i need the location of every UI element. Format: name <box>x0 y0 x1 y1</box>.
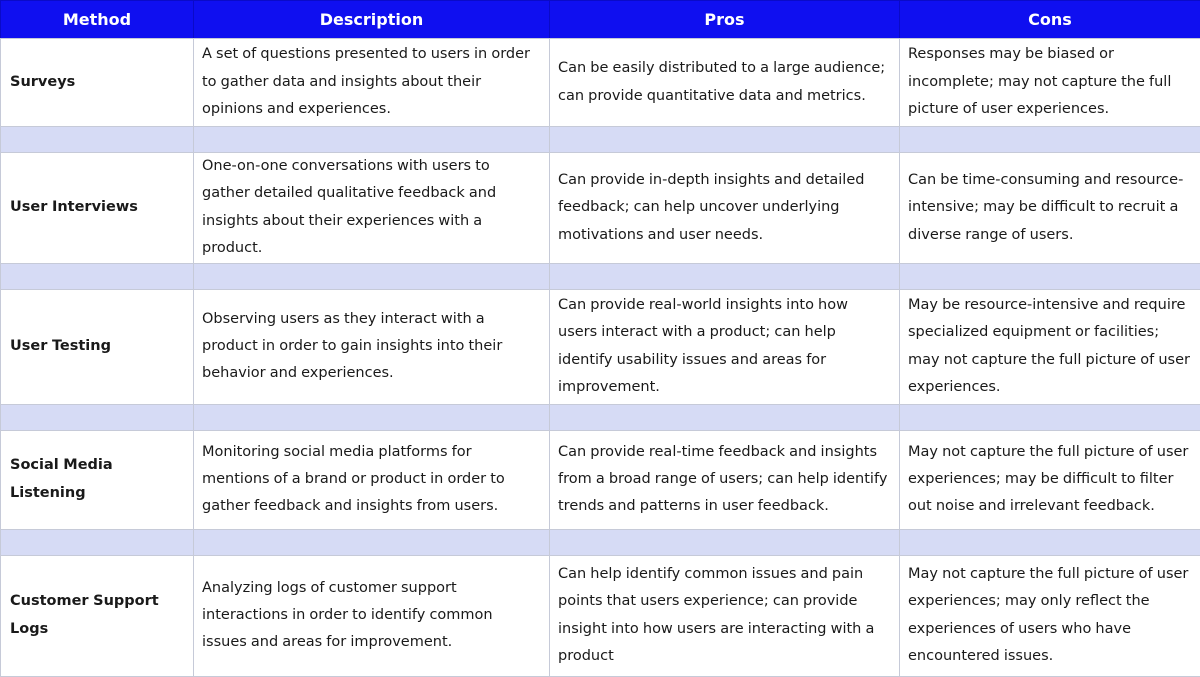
pros-cell: Can help identify common issues and pain… <box>550 555 900 676</box>
header-description: Description <box>194 1 550 39</box>
description-cell: Observing users as they interact with a … <box>194 289 550 404</box>
table-row: Customer Support Logs Analyzing logs of … <box>1 555 1200 676</box>
cons-cell: Can be time-consuming and resource-inten… <box>900 153 1200 264</box>
cons-cell: May not capture the full picture of user… <box>900 430 1200 529</box>
description-cell: A set of questions presented to users in… <box>194 39 550 127</box>
method-cell: Surveys <box>1 39 194 127</box>
table-row: User Interviews One-on-one conversations… <box>1 153 1200 264</box>
method-cell: Customer Support Logs <box>1 555 194 676</box>
spacer-row <box>1 263 1200 289</box>
pros-cell: Can provide in-depth insights and detail… <box>550 153 900 264</box>
table-row: Surveys A set of questions presented to … <box>1 39 1200 127</box>
header-cons: Cons <box>900 1 1200 39</box>
spacer-row <box>1 529 1200 555</box>
pros-cell: Can provide real-time feedback and insig… <box>550 430 900 529</box>
description-cell: Monitoring social media platforms for me… <box>194 430 550 529</box>
method-cell: User Testing <box>1 289 194 404</box>
description-cell: Analyzing logs of customer support inter… <box>194 555 550 676</box>
spacer-row <box>1 127 1200 153</box>
table-row: Social Media Listening Monitoring social… <box>1 430 1200 529</box>
description-cell: One-on-one conversations with users to g… <box>194 153 550 264</box>
table-row: User Testing Observing users as they int… <box>1 289 1200 404</box>
method-cell: Social Media Listening <box>1 430 194 529</box>
header-method: Method <box>1 1 194 39</box>
spacer-row <box>1 404 1200 430</box>
cons-cell: May be resource-intensive and require sp… <box>900 289 1200 404</box>
pros-cell: Can provide real-world insights into how… <box>550 289 900 404</box>
pros-cell: Can be easily distributed to a large aud… <box>550 39 900 127</box>
cons-cell: Responses may be biased or incomplete; m… <box>900 39 1200 127</box>
header-pros: Pros <box>550 1 900 39</box>
header-row: Method Description Pros Cons <box>1 1 1200 39</box>
method-cell: User Interviews <box>1 153 194 264</box>
cons-cell: May not capture the full picture of user… <box>900 555 1200 676</box>
